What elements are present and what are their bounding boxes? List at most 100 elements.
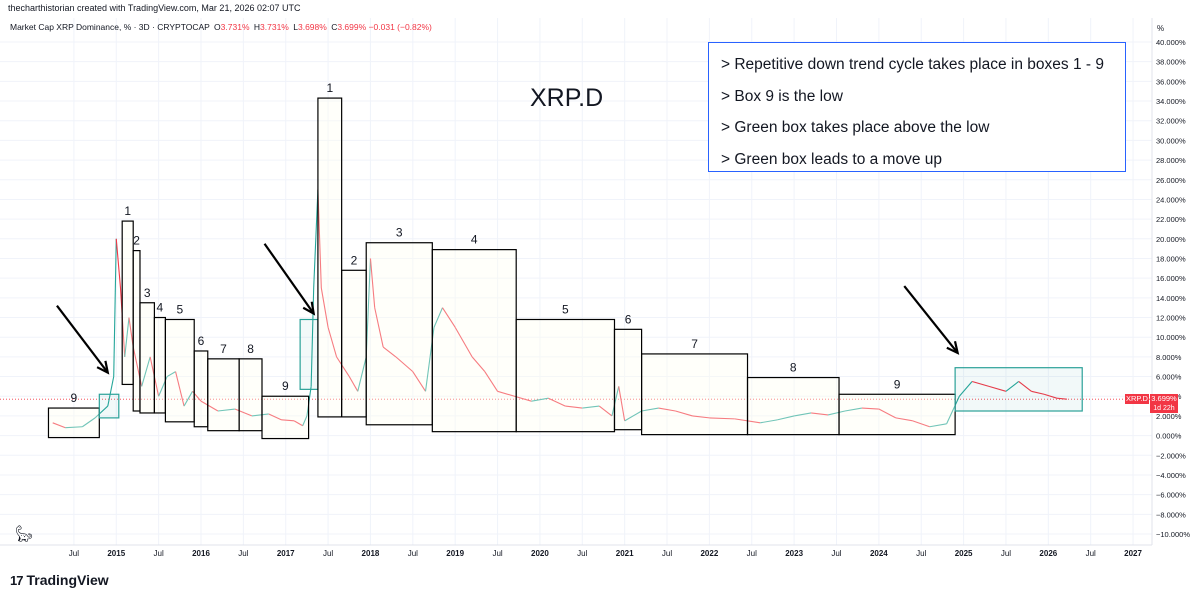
x-axis[interactable]: Jul 2015 Jul 2016 Jul 2017 Jul 2018 Jul 2019 Jul 20… [0,544,1152,558]
dinosaur-icon[interactable]: 🦕︎ [14,526,35,543]
cycle-box [317,97,343,418]
x-tick-label: Jul [831,549,841,558]
box-label: 6 [625,312,632,326]
box-label: 2 [133,234,140,248]
note-line-3: > Green box takes place above the low [721,119,990,136]
badge-symbol: XRP.D [1125,394,1149,404]
note-line-4: > Green box leads to a move up [721,150,943,168]
note-line-1: > Repetitive down trend cycle takes plac… [721,56,1104,73]
series-segment [82,417,96,428]
series-segment [565,405,583,409]
y-tick-label: 0.000% [1156,432,1182,441]
y-tick-label: −8.000% [1156,510,1186,519]
series-segment [433,307,443,328]
series-segment [382,346,397,358]
y-tick-label: 34.000% [1156,97,1186,106]
series-segment [52,422,66,429]
x-tick-label: 2021 [616,549,634,558]
y-tick-label: 10.000% [1156,333,1186,342]
series-segment [611,386,620,417]
x-tick-label: 2024 [870,549,888,558]
x-tick-label: 2022 [700,549,718,558]
series-segment [1031,390,1045,395]
notes-box[interactable]: > Repetitive down trend cycle takes plac… [708,42,1126,172]
badge-countdown: 1d 22h [1150,404,1178,413]
green-box [299,318,319,390]
series-segment [709,417,735,420]
series-segment [471,356,486,372]
box-label: 2 [351,253,358,267]
x-tick-label: Jul [69,549,79,558]
y-tick-label: 22.000% [1156,215,1186,224]
x-tick-label: 2019 [446,549,464,558]
series-segment [313,189,319,289]
box-label: 5 [562,302,569,316]
x-tick-label: 2025 [955,549,973,558]
box-label: 8 [790,361,797,375]
y-tick-label: 28.000% [1156,156,1186,165]
symbol-legend: Market Cap XRP Dominance, % · 3D · CRYPT… [10,22,432,32]
y-tick-label: 2.000% [1156,412,1182,421]
ohlc-close-value: 3.699% [337,22,367,32]
arrow-line [56,305,109,374]
series-segment [412,371,426,392]
series-segment [958,381,973,397]
series-segment [234,408,253,417]
series-segment [369,258,376,308]
series-segment [624,410,642,422]
series-segment [971,380,990,387]
arrow-head [946,340,960,355]
symbol-name[interactable]: Market Cap XRP Dominance, % · 3D · CRYPT… [10,22,210,32]
x-tick-label: Jul [408,549,418,558]
cycle-box [746,376,840,436]
y-tick-label: −4.000% [1156,471,1186,480]
cycle-box [121,220,134,386]
cycle-box [47,407,100,439]
box-label: 3 [144,286,151,300]
box-label: 4 [157,301,164,315]
series-segment [200,400,219,412]
cycle-box [139,302,155,414]
series-segment [251,413,269,417]
series-segment [1056,397,1068,400]
series-segment [827,410,846,416]
series-segment [658,407,676,412]
series-segment [374,307,384,348]
series-segment [777,415,795,421]
series-segment [946,396,960,425]
series-segment [598,405,613,417]
series-segment [912,420,930,428]
series-segment [692,415,710,419]
brand-name: TradingView [26,572,109,588]
grid-lines [0,18,1152,545]
series-segment [113,238,117,377]
series-segment [878,408,897,419]
series-segment [327,327,338,358]
series-segment [442,307,456,328]
series-segment [128,317,134,348]
y-tick-label: 24.000% [1156,195,1186,204]
arrow-line [903,285,959,354]
ohlc-low-label: L [293,22,298,32]
cycle-box [431,249,517,433]
cycle-box [641,353,749,436]
box-label: 4 [471,233,478,247]
x-tick-label: 2026 [1039,549,1057,558]
cycle-box [365,242,433,426]
axis-unit-label[interactable]: % [1157,24,1165,33]
series-segment [675,410,693,417]
series-segment [65,426,83,429]
y-tick-label: 38.000% [1156,58,1186,67]
last-price-badge: XRP.D 3.699% 1d 22h [1125,394,1178,413]
y-axis[interactable]: 40.000% 38.000% 36.000% 34.000% 32.000% 30.00… [1151,18,1190,545]
series-segment [268,413,282,421]
series-segment [217,408,235,412]
y-tick-label: −10.000% [1156,530,1190,539]
tradingview-brand[interactable]: 17 TradingView [10,572,109,588]
x-tick-label: 2016 [192,549,210,558]
x-tick-label: 2027 [1124,549,1142,558]
y-tick-label: 8.000% [1156,353,1182,362]
y-tick-label: 32.000% [1156,117,1186,126]
series-segment [1043,393,1057,399]
